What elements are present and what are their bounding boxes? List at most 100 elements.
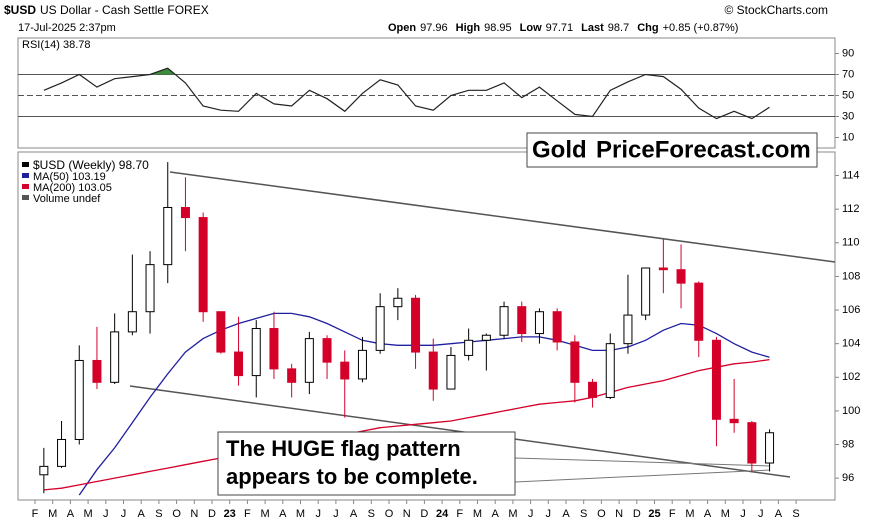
candle-body [393,297,403,308]
candle-body [605,343,615,398]
quote-label: Open [388,22,416,34]
x-tick-label: M [473,508,482,520]
candle-body [534,311,544,335]
quote-value: 97.96 [420,22,448,34]
x-tick-label: D [208,508,216,520]
y-tick-label: 90 [842,47,854,59]
watermark-site: PriceForecast.com [596,136,811,163]
candle-body [57,438,67,467]
x-tick-label: M [261,508,270,520]
watermark-gold: Gold [532,136,587,163]
x-tick-label: J [758,508,764,520]
x-tick-label: A [562,508,570,520]
candle-body [570,341,580,383]
symbol: $USD [4,3,36,17]
x-tick-label: D [420,508,428,520]
x-tick-label: J [315,508,321,520]
x-tick-label: F [32,508,39,520]
x-tick-label: A [704,508,712,520]
candle-body [552,311,562,343]
rsi-line [43,67,770,120]
candle-body [658,267,668,271]
candle-body [729,418,739,424]
legend-swatch [22,184,29,189]
x-tick-label: S [155,508,162,520]
candle-body [110,331,120,383]
x-tick-label: M [84,508,93,520]
legend-swatch [22,162,29,167]
y-tick-label: 112 [842,203,860,215]
x-tick-label: N [615,508,623,520]
candle-body [322,338,332,363]
y-tick-label: 108 [842,270,860,282]
x-tick-label: A [775,508,783,520]
candle-body [39,465,49,476]
x-tick-label: N [403,508,411,520]
candle-body [481,334,491,341]
x-tick-label: O [172,508,181,520]
arrow [514,457,771,467]
candle-body [180,206,190,219]
x-tick-label: A [350,508,358,520]
candle-body [340,361,350,380]
date: 17-Jul-2025 2:37pm [18,22,116,34]
x-tick-label: O [385,508,394,520]
x-tick-label: D [633,508,641,520]
y-tick-label: 114 [842,169,860,181]
x-tick-label: A [279,508,287,520]
y-tick-label: 110 [842,237,860,249]
candle-body [287,368,297,383]
candle-body [251,328,261,377]
moving-average [43,358,770,491]
x-tick-label: 25 [648,508,660,520]
candle-body [269,328,279,370]
candle-body [92,359,102,383]
x-tick-label: A [67,508,75,520]
candle-body [446,354,456,390]
x-tick-label: S [792,508,799,520]
price-panel [17,151,836,501]
y-tick-label: 106 [842,304,860,316]
legend-entry: $USD (Weekly) 98.70 [33,158,149,172]
candle-body [145,264,155,313]
annotation: appears to be complete. [226,464,478,489]
annotation: The HUGE flag pattern [226,436,461,461]
candle-body [163,206,173,266]
x-tick-label: O [597,508,606,520]
candle-body [623,314,633,345]
y-tick-label: 104 [842,338,860,350]
x-tick-label: S [368,508,375,520]
candle-body [198,217,208,313]
rsi-panel [17,37,836,149]
candle-body [711,339,721,420]
quote-label: Last [581,22,604,34]
candle-body [676,269,686,284]
candle-body [694,282,704,341]
candle-body [428,351,438,390]
legend-swatch [22,195,29,200]
candle-body [765,432,775,464]
x-tick-label: J [528,508,534,520]
candle-body [127,311,137,333]
watermark-box [526,132,818,168]
candle-body [411,297,421,353]
candle-body [234,351,244,377]
x-tick-label: F [669,508,676,520]
candle-body [357,349,367,380]
x-tick-label: A [138,508,146,520]
y-tick-label: 102 [842,371,860,383]
candle-body [588,381,598,398]
quote-label: High [456,22,481,34]
y-tick-label: 50 [842,89,854,101]
candle-body [375,306,385,351]
quote-value: +0.85 (+0.87%) [663,22,739,34]
x-tick-label: F [456,508,463,520]
x-tick-label: A [492,508,500,520]
legend-entry: Volume undef [33,193,101,205]
x-tick-label: M [508,508,517,520]
candle-body [304,338,314,383]
candle-body [74,359,84,440]
y-tick-label: 10 [842,131,854,143]
candle-body [641,267,651,316]
x-tick-label: M [296,508,305,520]
